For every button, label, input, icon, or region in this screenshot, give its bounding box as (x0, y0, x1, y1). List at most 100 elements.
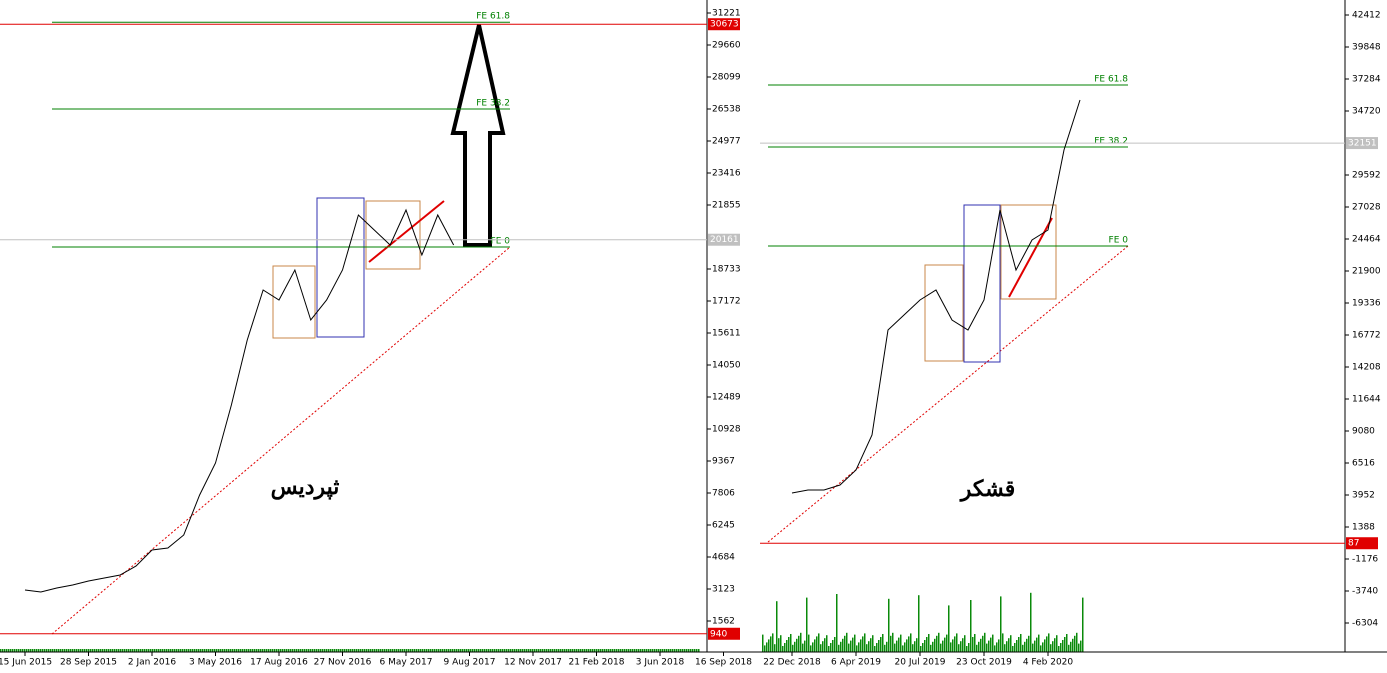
volume-bar (492, 649, 494, 652)
volume-bar (678, 649, 680, 652)
volume-bar (316, 649, 318, 652)
volume-bar (380, 649, 382, 652)
volume-bar (656, 649, 658, 652)
volume-bar (142, 649, 144, 652)
volume-bar (558, 649, 560, 652)
volume-bar (286, 649, 288, 652)
volume-bar (264, 649, 266, 652)
y-tick-label: 3952 (1352, 490, 1375, 500)
volume-bar (780, 635, 782, 652)
volume-bar (150, 649, 152, 652)
volume-bar (64, 649, 66, 652)
x-tick-label: 20 Jul 2019 (895, 658, 946, 668)
volume-bar (516, 649, 518, 652)
box (365, 200, 421, 270)
volume-bar (642, 649, 644, 652)
volume-bar (366, 649, 368, 652)
volume-bar (686, 649, 688, 652)
volume-bar (8, 649, 10, 652)
volume-bar (78, 649, 80, 652)
volume-bar (72, 649, 74, 652)
volume-bar (782, 646, 784, 652)
volume-bar (934, 638, 936, 652)
volume-bar (412, 649, 414, 652)
volume-bar (284, 649, 286, 652)
x-tick-label: 2 Jan 2016 (128, 658, 176, 668)
volume-bar (94, 649, 96, 652)
volume-bar (588, 649, 590, 652)
fe-label: FE 61.8 (476, 12, 510, 22)
volume-bar (204, 649, 206, 652)
volume-bar (694, 649, 696, 652)
volume (0, 592, 1084, 652)
volume-bar (414, 649, 416, 652)
y-tick-label: 29660 (712, 40, 741, 50)
volume-bar (1028, 635, 1030, 652)
price-box (1346, 537, 1378, 550)
y-tick-label: 16772 (1352, 330, 1381, 340)
volume-bar (544, 649, 546, 652)
volume-bar (672, 649, 674, 652)
volume-bar (240, 649, 242, 652)
y-tick-label: 23416 (712, 168, 741, 178)
volume-bar (954, 636, 956, 652)
volume-bar (274, 649, 276, 652)
volume-bar (144, 649, 146, 652)
volume-bar (852, 637, 854, 652)
box (924, 264, 964, 362)
x-tick-label: 21 Feb 2018 (568, 658, 624, 668)
volume-bar (788, 637, 790, 652)
volume-bar (1072, 638, 1074, 652)
volume-bar (992, 634, 994, 652)
volume-bar (238, 649, 240, 652)
x-tick-label: 23 Oct 2019 (956, 658, 1012, 668)
volume-bar (630, 649, 632, 652)
volume-bar (500, 649, 502, 652)
volume-bar (972, 637, 974, 652)
volume-bar (208, 649, 210, 652)
volume-bar (312, 649, 314, 652)
volume-bar (856, 645, 858, 652)
volume-bar (40, 649, 42, 652)
volume-bar (896, 640, 898, 652)
volume-bar (982, 635, 984, 652)
volume-bar (252, 649, 254, 652)
y-tick-label: 7806 (712, 489, 735, 499)
trend-line (1008, 217, 1053, 298)
volume-bar (390, 649, 392, 652)
volume-bar (1016, 640, 1018, 652)
volume-bar (194, 649, 196, 652)
x-tick-label: 16 Sep 2018 (695, 658, 752, 668)
price-box (1346, 137, 1378, 150)
volume-bar (538, 649, 540, 652)
volume-bar (836, 594, 838, 652)
volume-bar (302, 649, 304, 652)
volume-bar (12, 649, 14, 652)
volume-bar (20, 649, 22, 652)
y-tick-label: 10928 (712, 425, 741, 435)
arrow (450, 24, 506, 247)
volume-bar (126, 649, 128, 652)
y-tick-label: 28099 (712, 72, 741, 82)
volume-bar (812, 642, 814, 652)
volume-bar (882, 634, 884, 652)
volume-bar (646, 649, 648, 652)
volume-bar (38, 649, 40, 652)
volume-bar (878, 640, 880, 652)
volume-bar (104, 649, 106, 652)
volume-bar (1022, 644, 1024, 652)
volume-bar (16, 649, 18, 652)
volume-bar (474, 649, 476, 652)
y-tick-label: 29592 (1352, 170, 1381, 180)
volume-bar (1054, 638, 1056, 652)
volume-bar (666, 649, 668, 652)
y-tick-label: 26538 (712, 104, 741, 114)
y-tick-label: -3740 (1352, 586, 1378, 596)
volume-bar (498, 649, 500, 652)
volume-bar (176, 649, 178, 652)
box (272, 265, 316, 339)
volume-bar (824, 638, 826, 652)
volume-bar (464, 649, 466, 652)
volume-bar (92, 649, 94, 652)
volume-bar (802, 643, 804, 652)
